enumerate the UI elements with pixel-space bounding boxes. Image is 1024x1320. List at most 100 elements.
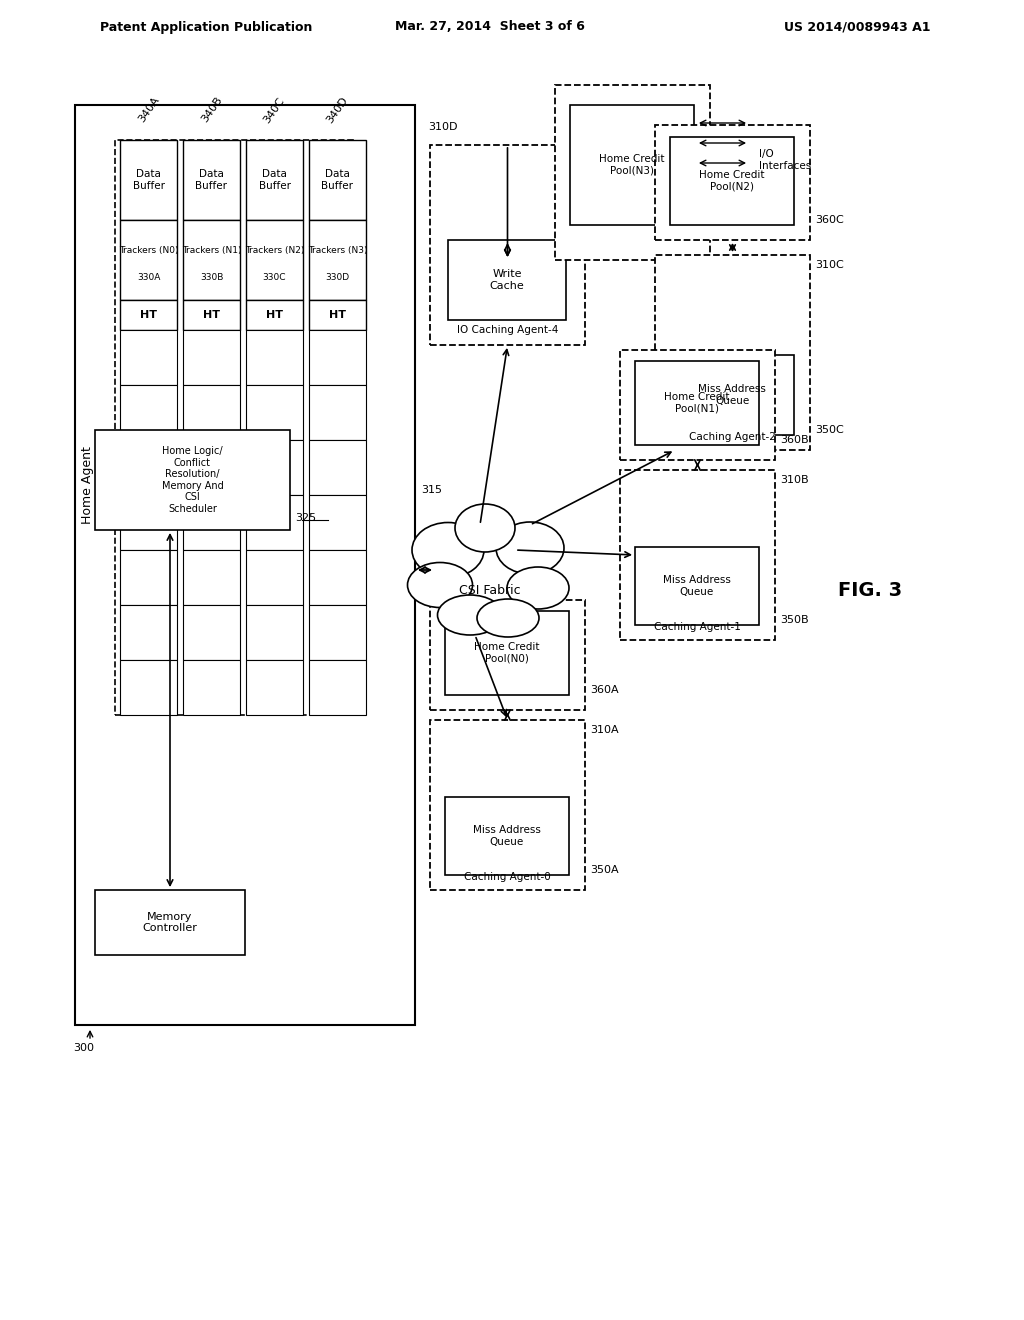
Text: IO Caching Agent-4: IO Caching Agent-4: [457, 325, 558, 335]
Bar: [445, 797, 569, 875]
Bar: [183, 330, 240, 385]
Bar: [430, 719, 585, 890]
Bar: [246, 330, 303, 385]
Bar: [183, 385, 240, 440]
Ellipse shape: [408, 562, 472, 607]
Bar: [120, 220, 177, 300]
Text: HT: HT: [329, 310, 346, 319]
Bar: [655, 255, 810, 450]
Bar: [246, 220, 303, 300]
Bar: [309, 660, 366, 715]
Bar: [115, 140, 353, 715]
Ellipse shape: [432, 532, 548, 627]
Text: 330D: 330D: [326, 273, 349, 282]
Text: 315: 315: [422, 484, 442, 495]
Bar: [309, 495, 366, 550]
Bar: [430, 145, 585, 345]
Text: HT: HT: [203, 310, 220, 319]
Bar: [246, 440, 303, 495]
Text: 330B: 330B: [200, 273, 223, 282]
Text: 325: 325: [295, 513, 316, 523]
Text: Home Credit
Pool(N0): Home Credit Pool(N0): [474, 643, 540, 664]
Bar: [183, 660, 240, 715]
Text: Miss Address
Queue: Miss Address Queue: [664, 576, 731, 597]
Text: 310C: 310C: [815, 260, 844, 271]
Bar: [246, 660, 303, 715]
Text: 310A: 310A: [590, 725, 618, 735]
Text: CSI Fabric: CSI Fabric: [459, 583, 521, 597]
Bar: [246, 385, 303, 440]
Bar: [120, 140, 177, 220]
Text: 340D: 340D: [325, 95, 350, 125]
Bar: [120, 550, 177, 605]
Text: HT: HT: [266, 310, 283, 319]
Bar: [120, 330, 177, 385]
Bar: [183, 605, 240, 660]
Text: 300: 300: [73, 1043, 94, 1053]
Text: 340C: 340C: [262, 95, 287, 124]
Bar: [309, 440, 366, 495]
Bar: [120, 300, 177, 330]
Text: Data
Buffer: Data Buffer: [196, 169, 227, 191]
Text: Caching Agent-0: Caching Agent-0: [464, 873, 551, 882]
Bar: [555, 84, 710, 260]
Text: Caching Agent-2: Caching Agent-2: [689, 432, 776, 442]
Text: Home Credit
Pool(N3): Home Credit Pool(N3): [599, 154, 665, 176]
Text: Trackers (N0): Trackers (N0): [119, 246, 178, 255]
Bar: [183, 300, 240, 330]
Bar: [120, 495, 177, 550]
Bar: [120, 385, 177, 440]
Bar: [309, 550, 366, 605]
Text: Home Credit
Pool(N1): Home Credit Pool(N1): [665, 392, 730, 413]
Bar: [309, 330, 366, 385]
Ellipse shape: [455, 504, 515, 552]
Text: Write
Cache: Write Cache: [489, 269, 524, 290]
Bar: [95, 430, 290, 531]
Bar: [95, 890, 245, 954]
Text: Trackers (N1): Trackers (N1): [181, 246, 242, 255]
Ellipse shape: [437, 595, 503, 635]
Bar: [445, 611, 569, 696]
Bar: [655, 125, 810, 240]
Text: 350B: 350B: [780, 615, 809, 624]
Bar: [570, 106, 694, 224]
Text: Mar. 27, 2014  Sheet 3 of 6: Mar. 27, 2014 Sheet 3 of 6: [395, 21, 585, 33]
Bar: [183, 440, 240, 495]
Bar: [246, 140, 303, 220]
Bar: [635, 360, 759, 445]
Bar: [620, 350, 775, 459]
Bar: [309, 220, 366, 300]
Bar: [183, 140, 240, 220]
Bar: [620, 470, 775, 640]
Text: Trackers (N3): Trackers (N3): [308, 246, 368, 255]
Text: HT: HT: [140, 310, 157, 319]
Bar: [183, 550, 240, 605]
Ellipse shape: [477, 599, 539, 638]
Text: I/O
Interfaces: I/O Interfaces: [759, 149, 811, 170]
Text: US 2014/0089943 A1: US 2014/0089943 A1: [783, 21, 930, 33]
Bar: [246, 495, 303, 550]
Text: 330A: 330A: [137, 273, 160, 282]
Text: 340B: 340B: [199, 95, 224, 124]
Bar: [183, 220, 240, 300]
Ellipse shape: [507, 568, 569, 609]
Text: 360A: 360A: [590, 685, 618, 696]
Text: 310D: 310D: [428, 121, 458, 132]
Bar: [309, 140, 366, 220]
Bar: [183, 495, 240, 550]
Text: 360B: 360B: [780, 436, 809, 445]
Text: Caching Agent-1: Caching Agent-1: [654, 622, 741, 632]
Bar: [430, 601, 585, 710]
Bar: [120, 605, 177, 660]
Text: Home Credit
Pool(N2): Home Credit Pool(N2): [699, 170, 765, 191]
Text: Patent Application Publication: Patent Application Publication: [100, 21, 312, 33]
Bar: [670, 355, 794, 436]
Text: 330C: 330C: [263, 273, 287, 282]
Text: Trackers (N2): Trackers (N2): [245, 246, 304, 255]
Bar: [309, 300, 366, 330]
Bar: [449, 240, 566, 319]
Text: Data
Buffer: Data Buffer: [322, 169, 353, 191]
Text: Home Logic/
Conflict
Resolution/
Memory And
CSI
Scheduler: Home Logic/ Conflict Resolution/ Memory …: [162, 446, 223, 513]
Bar: [120, 440, 177, 495]
Bar: [635, 546, 759, 624]
